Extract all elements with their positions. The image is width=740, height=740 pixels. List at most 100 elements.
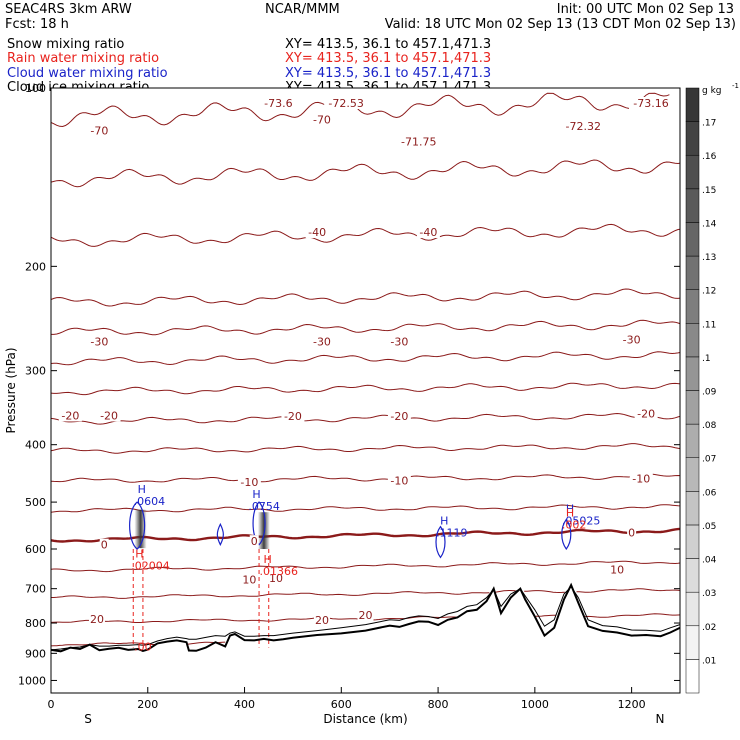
- isotherm-15: [51, 613, 680, 623]
- isotherm-label-bg-11: [387, 335, 411, 348]
- rain-water-max-h-1: H: [263, 553, 271, 566]
- rain-water-max-value-1: .01366: [259, 565, 298, 578]
- rain-water-max-h-0: H: [135, 548, 143, 561]
- colorbar-tick-label-13: .14: [702, 219, 717, 229]
- colorbar-swatch-11: [685, 289, 700, 324]
- colorbar-swatch-2: [685, 591, 700, 627]
- y-tick-label-600: 600: [25, 543, 46, 556]
- colorbar-swatch-0: [685, 659, 700, 694]
- end-label-south: S: [84, 712, 92, 726]
- isotherm-label-11: -30: [390, 336, 408, 349]
- y-tick-label-1000: 1000: [18, 674, 46, 687]
- isotherm-label-6: -73.16: [633, 97, 668, 110]
- colorbar-unit: g kg: [702, 86, 722, 96]
- isotherm-label-25: 10: [242, 574, 256, 587]
- isotherm-m20: [51, 412, 680, 425]
- cloud-water-max-h-1: H: [252, 488, 260, 501]
- isotherm-label-29: 20: [359, 609, 373, 622]
- isotherm-label-14: -20: [100, 409, 118, 422]
- y-tick-label-300: 300: [25, 365, 46, 378]
- isotherm-m40: [51, 288, 680, 307]
- isotherm-label-13: -20: [61, 409, 79, 422]
- isotherm-20: [51, 641, 226, 647]
- isotherm-label-22: 0: [251, 535, 258, 548]
- isotherm-label-4: -71.75: [401, 135, 436, 148]
- y-tick-label-900: 900: [25, 647, 46, 660]
- cloud-water-max-h-2: H: [440, 515, 448, 528]
- y-axis-label: Pressure (hPa): [4, 347, 18, 433]
- isotherm-label-bg-27: [88, 613, 105, 626]
- isotherm-label-26: 10: [269, 572, 283, 585]
- colorbar-swatch-16: [685, 121, 700, 156]
- isotherm-label-20: -10: [632, 472, 650, 485]
- colorbar-tick-label-7: .08: [702, 421, 717, 431]
- isotherm-label-21: 0: [101, 539, 108, 552]
- field-label-snow: Snow mixing ratio: [7, 37, 125, 52]
- model-title: SEAC4RS 3km ARW: [5, 2, 132, 17]
- y-tick-label-100: 100: [25, 82, 46, 95]
- isotherm-label-10: -30: [313, 336, 331, 349]
- isotherm-10: [51, 588, 680, 599]
- colorbar-tick-label-9: .1: [702, 354, 711, 364]
- colorbar-swatch-9: [685, 356, 700, 391]
- init-time: Init: 00 UTC Mon 02 Sep 13: [556, 2, 734, 17]
- plot-frame: [50, 87, 681, 694]
- cloud-water-contour-1: [216, 522, 224, 547]
- end-label-north: N: [656, 712, 665, 726]
- isotherm-label-23: 0: [628, 527, 635, 540]
- isotherm-label-bg-5: [561, 120, 606, 133]
- isotherm-label-bg-3: [324, 96, 369, 109]
- colorbar-tick-label-15: .16: [702, 152, 717, 162]
- y-tick-label-200: 200: [25, 260, 46, 273]
- rain-water-max-h-2: H: [566, 507, 574, 520]
- isotherm-label-bg-0: [87, 124, 111, 137]
- isotherm-label-1: -70: [313, 113, 331, 126]
- isotherm-label-0: -70: [90, 125, 108, 138]
- isotherm-label-bg-24: [609, 563, 626, 576]
- isotherm-m10: [51, 473, 680, 483]
- colorbar-tick-label-12: .13: [702, 253, 716, 263]
- x-tick-label-0: 0: [48, 698, 55, 711]
- colorbar-tick-label-2: .03: [702, 589, 716, 599]
- isotherm-label-bg-18: [237, 475, 261, 488]
- colorbar-swatch-10: [685, 323, 700, 358]
- isotherm-label-27: 20: [90, 613, 104, 626]
- y-tick-label-400: 400: [25, 439, 46, 452]
- isotherm-label-bg-21: [99, 538, 109, 551]
- cloud-water-contour-3: [435, 525, 446, 559]
- cloud-water-max-value-3: .05025: [562, 514, 601, 527]
- isotherm-label-bg-14: [97, 409, 121, 422]
- colorbar-tick-label-14: .15: [702, 186, 716, 196]
- valid-time: Valid: 18 UTC Mon 02 Sep 13 (13 CDT Mon …: [384, 17, 736, 32]
- terrain-line: [51, 582, 680, 653]
- isotherm-label-bg-6: [628, 96, 673, 109]
- x-tick-label-600: 600: [331, 698, 352, 711]
- field-xy-rain: XY= 413.5, 36.1 to 457.1,471.3: [285, 51, 492, 66]
- isotherm-m25: [51, 382, 680, 396]
- isotherm-m15: [51, 443, 680, 454]
- isotherm-label-5: -72.32: [565, 120, 600, 133]
- field-label-cloud-water: Cloud water mixing ratio: [7, 66, 168, 81]
- isotherm-label-bg-17: [634, 407, 658, 420]
- isotherm-label-24: 10: [610, 564, 624, 577]
- isotherm-label-12: -30: [623, 334, 641, 347]
- colorbar-swatch-6: [685, 457, 700, 492]
- isotherm-0: [51, 527, 680, 543]
- isotherm-label-15: -20: [284, 410, 302, 423]
- x-tick-label-200: 200: [137, 698, 158, 711]
- isotherm-label-bg-29: [357, 609, 374, 622]
- isotherm-label-7: -40: [308, 226, 326, 239]
- field-label-rain: Rain water mixing ratio: [7, 51, 160, 66]
- colorbar-swatch-5: [685, 491, 700, 526]
- isotherm-label-bg-10: [310, 335, 334, 348]
- field-xy-cloud-water: XY= 413.5, 36.1 to 457.1,471.3: [285, 66, 492, 81]
- cloud-water-contour-2: [252, 501, 266, 546]
- cloud-water-max-h-0: H: [138, 483, 146, 496]
- isotherm-label-bg-1: [310, 113, 334, 126]
- cloud-water-max-h-3: H: [566, 502, 574, 515]
- colorbar-swatch-12: [685, 255, 700, 290]
- x-tick-label-1000: 1000: [521, 698, 549, 711]
- colorbar-tick-label-10: .11: [702, 320, 716, 330]
- isotherm-label-bg-4: [396, 135, 441, 148]
- isotherm-label-3: -72.53: [328, 97, 363, 110]
